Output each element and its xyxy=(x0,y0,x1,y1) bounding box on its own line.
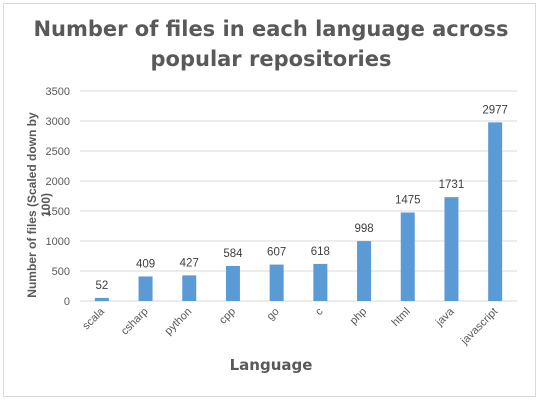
x-axis-label: Language xyxy=(229,356,313,374)
x-tick-label: javascript xyxy=(458,306,500,348)
x-tick-label: c xyxy=(313,305,326,318)
x-tick-label: go xyxy=(265,306,282,323)
x-tick-label: html xyxy=(390,306,413,329)
y-tick-label: 2500 xyxy=(46,146,70,158)
data-label: 52 xyxy=(95,280,108,292)
data-label: 618 xyxy=(311,246,330,258)
data-label: 998 xyxy=(354,223,373,235)
x-tick-label: csharp xyxy=(119,306,151,338)
chart-title-line-1: Number of files in each language across xyxy=(33,17,509,41)
bar-scala xyxy=(94,297,109,301)
bar-html xyxy=(400,212,415,301)
x-tick-label: php xyxy=(348,306,369,327)
bar-php xyxy=(357,241,372,301)
bar-go xyxy=(269,264,284,301)
x-tick-label: cpp xyxy=(217,306,238,327)
y-tick-label: 3500 xyxy=(46,86,70,98)
chart-title-line-2: popular repositories xyxy=(150,47,392,71)
y-tick-label: 3000 xyxy=(46,116,70,128)
bar-csharp xyxy=(138,276,153,301)
data-label: 1731 xyxy=(439,179,465,191)
data-label: 1475 xyxy=(395,195,421,207)
x-tick-label: scala xyxy=(80,305,107,332)
x-tick-label: java xyxy=(433,305,457,329)
data-label: 2977 xyxy=(482,104,508,116)
bar-cpp xyxy=(225,265,240,301)
data-label: 427 xyxy=(180,257,199,269)
bar-c xyxy=(313,263,328,301)
y-tick-label: 2000 xyxy=(46,176,70,188)
y-tick-label: 0 xyxy=(64,296,70,308)
y-tick-label: 1000 xyxy=(46,236,70,248)
x-tick-label: python xyxy=(163,306,195,338)
data-label: 607 xyxy=(267,247,286,259)
bar-java xyxy=(444,197,459,301)
bar-javascript xyxy=(488,122,503,301)
data-label: 584 xyxy=(223,248,243,260)
bar-python xyxy=(182,275,197,301)
y-tick-label: 500 xyxy=(52,266,70,278)
y-tick-label: 1500 xyxy=(46,206,70,218)
data-label: 409 xyxy=(136,258,155,270)
chart-title: Number of files in each language across … xyxy=(0,14,542,74)
